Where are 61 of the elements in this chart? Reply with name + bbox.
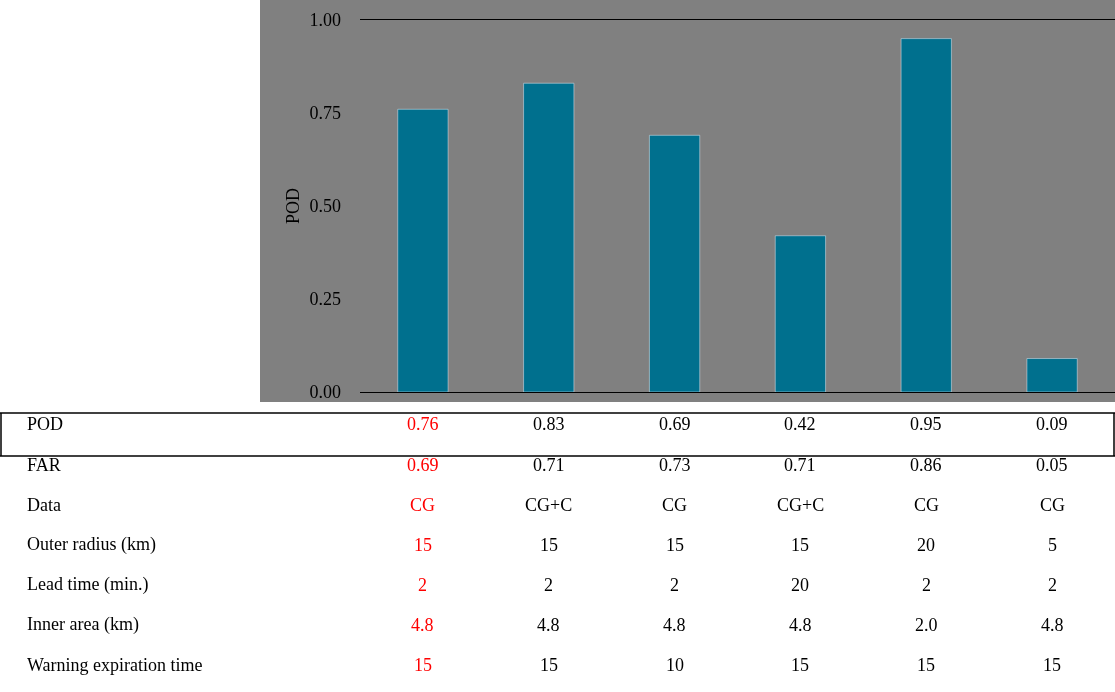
text: 0.25 — [309, 289, 341, 310]
text: 4.8 — [411, 615, 434, 635]
text: 15 — [540, 655, 558, 675]
text: 2 — [670, 575, 679, 595]
text: 0.73 — [659, 455, 691, 475]
y-axis-title: POD — [283, 187, 303, 224]
text: Data — [27, 495, 61, 515]
text: CG — [662, 495, 688, 515]
text: 0.75 — [309, 103, 341, 124]
text: 1.00 — [309, 10, 341, 31]
data-label: 0.09 — [1036, 414, 1068, 434]
bar — [523, 82, 575, 392]
text: CG — [410, 495, 436, 515]
text: 5 — [1048, 535, 1057, 555]
text: 2 — [922, 575, 931, 595]
data-label: 0.69 — [659, 414, 691, 434]
bar — [775, 235, 826, 392]
text: 4.8 — [789, 615, 812, 635]
data-label: 0.42 — [784, 414, 816, 434]
text: 15 — [791, 535, 809, 555]
text: 2 — [1048, 575, 1057, 595]
text: 0.86 — [910, 455, 942, 475]
text: 15 — [917, 655, 935, 675]
text: 20 — [917, 535, 935, 555]
text: 0.69 — [407, 455, 439, 475]
bar — [900, 38, 952, 392]
text: 2.0 — [915, 615, 938, 635]
text: CG — [914, 495, 940, 515]
text: 15 — [1043, 655, 1061, 675]
text: Warning expiration time — [27, 655, 203, 675]
text: Lead time (min.) — [27, 574, 149, 595]
text: 15 — [540, 535, 558, 555]
text: 0.00 — [309, 382, 341, 403]
text: CG+C — [525, 495, 573, 515]
text: 0.71 — [784, 455, 816, 475]
text: FAR — [27, 455, 61, 475]
text: 0.71 — [533, 455, 565, 475]
text: 15 — [666, 535, 684, 555]
data-label: 0.76 — [407, 414, 439, 434]
text: 15 — [791, 655, 809, 675]
data-label: 0.83 — [533, 414, 565, 434]
bar — [649, 135, 700, 392]
text: POD — [27, 414, 64, 434]
text: 10 — [666, 655, 684, 675]
text: Outer radius (km) — [27, 534, 156, 555]
text: 0.50 — [309, 196, 341, 217]
text: 15 — [414, 535, 432, 555]
bar — [397, 109, 449, 392]
text: 4.8 — [537, 615, 560, 635]
text: 15 — [414, 655, 432, 675]
bar — [1026, 358, 1078, 392]
data-label: 0.95 — [910, 414, 942, 434]
text: 4.8 — [663, 615, 686, 635]
text: 2 — [418, 575, 427, 595]
text: CG — [1040, 495, 1066, 515]
text: 20 — [791, 575, 809, 595]
text: 2 — [544, 575, 553, 595]
text: 0.05 — [1036, 455, 1068, 475]
text: 4.8 — [1041, 615, 1064, 635]
text: Inner area (km) — [27, 614, 139, 635]
text: CG+C — [777, 495, 825, 515]
